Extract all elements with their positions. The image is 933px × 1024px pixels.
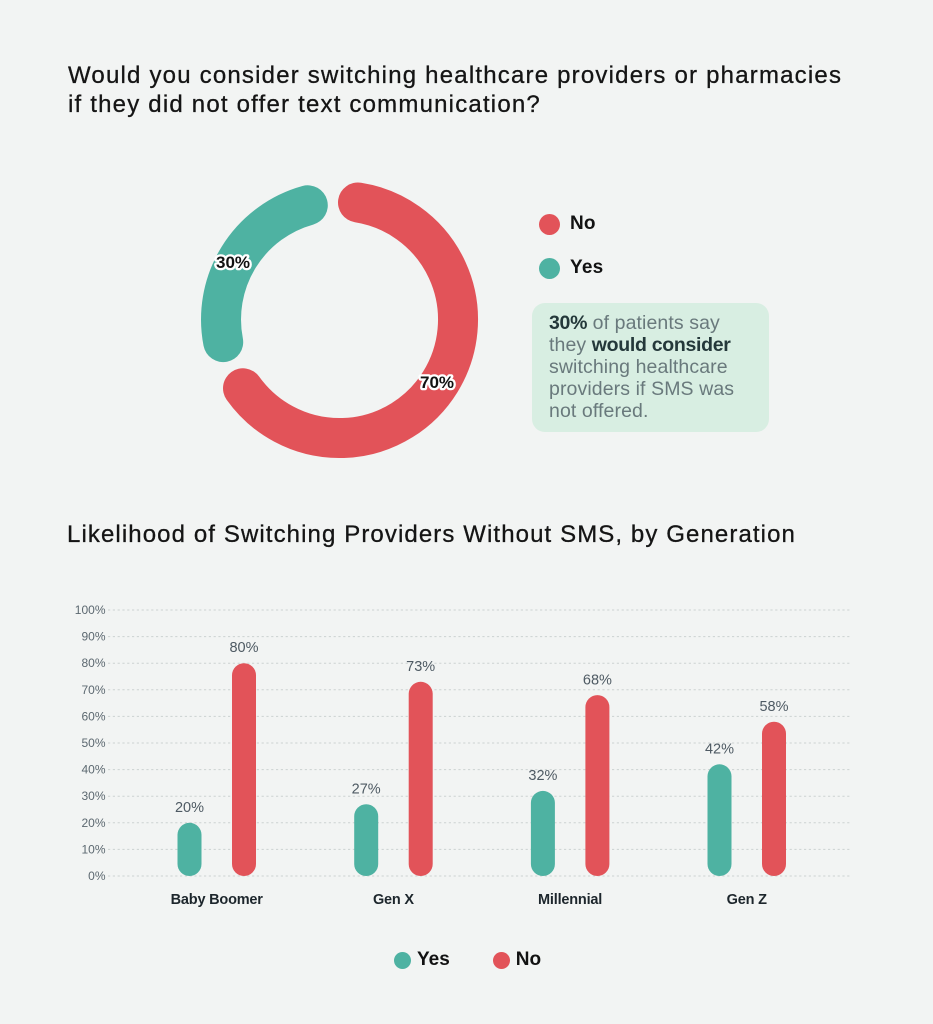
svg-text:10%: 10% <box>81 842 105 856</box>
svg-text:0%: 0% <box>88 869 106 883</box>
svg-text:80%: 80% <box>81 656 105 670</box>
svg-text:Millennial: Millennial <box>538 892 602 908</box>
svg-text:60%: 60% <box>81 709 105 723</box>
svg-text:100%: 100% <box>75 603 106 617</box>
svg-text:80%: 80% <box>229 640 258 656</box>
svg-text:50%: 50% <box>81 736 105 750</box>
svg-text:30%: 30% <box>216 253 250 272</box>
svg-text:58%: 58% <box>759 699 788 715</box>
svg-text:Gen Z: Gen Z <box>727 892 767 908</box>
svg-text:73%: 73% <box>406 659 435 675</box>
svg-text:30%: 30% <box>81 789 105 803</box>
svg-text:40%: 40% <box>81 763 105 777</box>
svg-text:70%: 70% <box>420 373 454 392</box>
svg-text:68%: 68% <box>583 672 612 688</box>
svg-text:32%: 32% <box>528 768 557 784</box>
svg-text:Baby Boomer: Baby Boomer <box>171 892 264 908</box>
svg-text:20%: 20% <box>175 800 204 816</box>
svg-text:20%: 20% <box>81 816 105 830</box>
svg-text:Gen X: Gen X <box>373 892 414 908</box>
svg-text:42%: 42% <box>705 742 734 758</box>
svg-text:70%: 70% <box>81 683 105 697</box>
svg-text:90%: 90% <box>81 630 105 644</box>
svg-text:27%: 27% <box>352 781 381 797</box>
